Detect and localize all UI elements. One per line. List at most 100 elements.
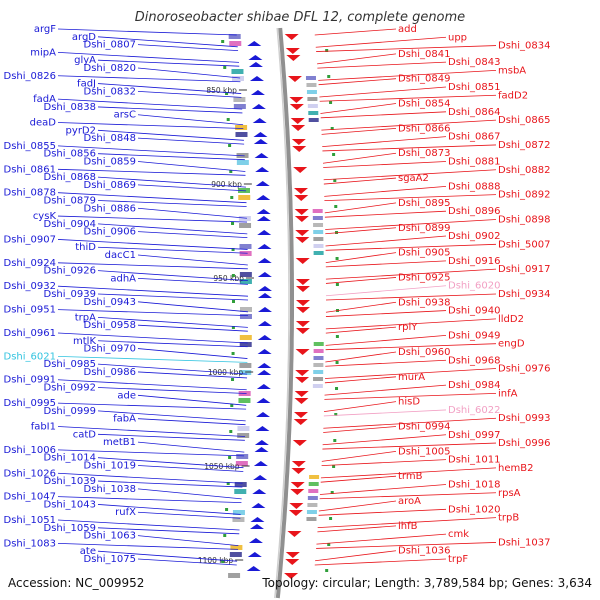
gene-label: Dshi_0993	[498, 413, 550, 424]
reverse-gene-arrow	[294, 209, 309, 215]
gene-label: arsC	[114, 110, 136, 121]
cog-feature-block	[309, 475, 320, 479]
gene-leader-line	[97, 246, 248, 254]
gene-leader-line	[137, 184, 247, 192]
gene-leader-line	[325, 351, 397, 363]
forward-gene-arrow	[249, 76, 264, 81]
cog-feature-block	[239, 272, 252, 277]
map-title: Dinoroseobacter shibae DFL 12, complete …	[135, 10, 465, 25]
gene-label: Dshi_0960	[398, 347, 450, 358]
gene-label: Dshi_0851	[448, 82, 500, 93]
gene-leader-line	[97, 480, 243, 488]
gene-leader-line	[97, 129, 244, 141]
gene-leader-line	[57, 449, 245, 457]
cog-feature-block	[239, 223, 252, 228]
gene-label: Dshi_1014	[44, 453, 96, 464]
forward-gene-arrow	[257, 286, 272, 291]
cog-feature-block	[313, 223, 324, 227]
cog-feature-block	[308, 118, 319, 122]
gene-leader-line	[325, 252, 397, 263]
forward-gene-arrow	[248, 62, 263, 67]
cog-feature-block	[234, 482, 247, 487]
reverse-gene-arrow	[295, 349, 310, 355]
gene-label: Dshi_1039	[44, 476, 96, 487]
gene-leader-line	[57, 145, 245, 157]
gene-leader-line	[137, 465, 244, 472]
gene-label: argF	[34, 24, 56, 35]
genome-backbone	[274, 27, 294, 599]
gene-label: metB1	[103, 437, 136, 448]
forward-gene-arrow	[255, 167, 270, 172]
reverse-gene-arrow	[290, 118, 305, 124]
reverse-gene-arrow	[294, 195, 309, 201]
reverse-gene-arrow	[295, 328, 310, 334]
gene-label: Dshi_0976	[498, 364, 550, 375]
gene-leader-line	[137, 488, 242, 500]
gene-label: Dshi_1036	[398, 546, 450, 557]
cog-feature-block	[229, 552, 242, 557]
gene-label: Dshi_0994	[398, 422, 450, 433]
gene-leader-line	[314, 28, 397, 36]
gene-leader-line	[57, 472, 243, 484]
accession-label: Accession: NC_009952	[8, 576, 144, 590]
gene-leader-line	[315, 550, 397, 562]
gene-leader-line	[137, 324, 248, 332]
cog-feature-block	[233, 97, 246, 102]
cog-feature-block	[307, 503, 318, 507]
gene-label: ate	[80, 546, 96, 557]
gene-label: Dshi_0859	[84, 157, 136, 168]
position-tick	[223, 534, 227, 537]
gene-label: Dshi_6021	[4, 351, 56, 362]
gene-label: dacC1	[105, 250, 136, 261]
reverse-gene-arrow	[296, 300, 310, 306]
forward-gene-arrow	[255, 426, 270, 431]
reverse-gene-arrow	[291, 139, 306, 145]
forward-gene-arrow	[257, 370, 272, 375]
gene-leader-line	[57, 519, 240, 531]
gene-leader-line	[320, 111, 447, 119]
gene-label: ade	[117, 390, 136, 401]
gene-label: murA	[398, 372, 425, 383]
gene-leader-line	[97, 153, 245, 161]
gene-leader-line	[97, 410, 246, 422]
gene-leader-line	[325, 227, 397, 235]
gene-label: Dshi_0838	[44, 102, 96, 113]
gene-leader-line	[322, 152, 397, 164]
kbp-label: 950 kbp	[213, 274, 244, 283]
forward-gene-arrow	[254, 153, 269, 158]
gene-label: Dshi_0986	[84, 367, 136, 378]
gene-leader-line	[322, 144, 497, 152]
cog-feature-block	[313, 370, 324, 374]
gene-leader-line	[319, 484, 447, 495]
gene-label: cmk	[448, 529, 469, 540]
position-tick	[228, 144, 232, 147]
gene-leader-line	[137, 511, 241, 519]
gene-label: fadJ	[77, 79, 96, 90]
cog-feature-block	[306, 90, 317, 94]
gene-label: rufX	[115, 507, 136, 518]
position-tick	[230, 196, 234, 199]
forward-gene-arrow	[256, 209, 271, 214]
reverse-gene-arrow	[295, 279, 310, 285]
cog-feature-block	[232, 510, 245, 515]
gene-label: engD	[498, 339, 525, 350]
gene-leader-line	[57, 75, 241, 83]
reverse-gene-arrow	[285, 559, 300, 565]
gene-leader-line	[97, 504, 241, 515]
gene-leader-line	[57, 192, 247, 204]
forward-gene-arrow	[257, 363, 272, 368]
gene-leader-line	[97, 363, 248, 375]
cog-feature-block	[308, 489, 319, 493]
position-tick	[221, 40, 225, 43]
forward-gene-arrow	[253, 139, 268, 144]
gene-label: Dshi_0869	[84, 180, 136, 191]
position-tick	[231, 352, 235, 355]
gene-label: Dshi_0902	[448, 231, 500, 242]
reverse-gene-arrow	[284, 573, 299, 579]
gene-label: Dshi_1075	[84, 554, 136, 565]
gene-leader-line	[137, 254, 248, 266]
gene-label: Dshi_1038	[84, 484, 136, 495]
forward-gene-arrow	[253, 475, 268, 480]
cog-feature-block	[239, 342, 252, 347]
